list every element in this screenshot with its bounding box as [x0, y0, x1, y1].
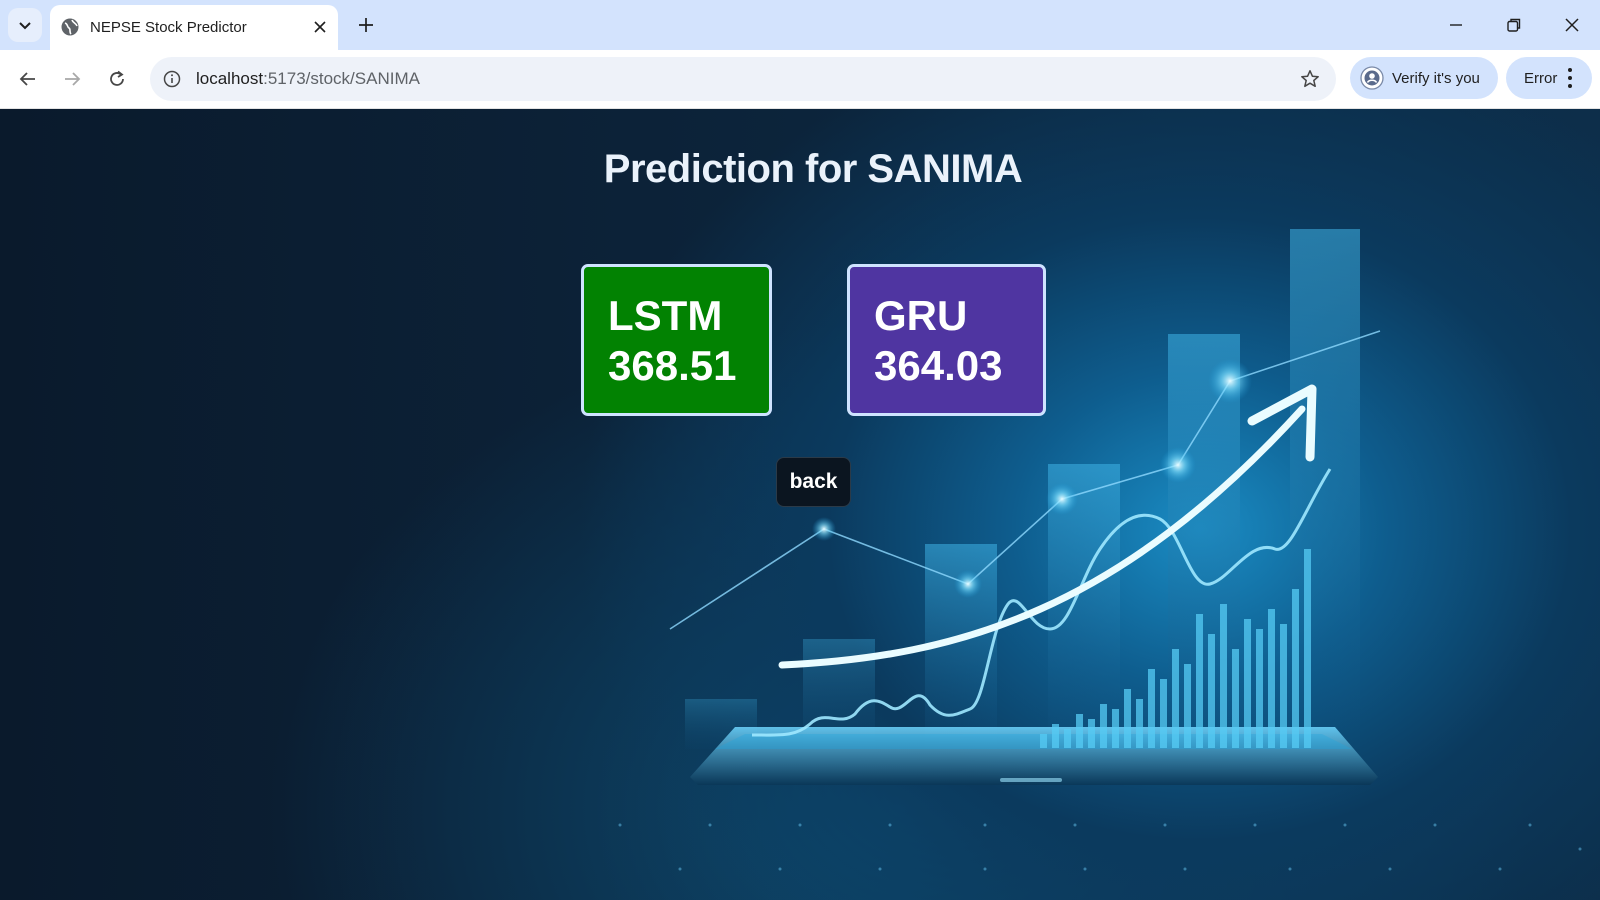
- browser-toolbar: localhost:5173/stock/SANIMA Verify it's …: [0, 50, 1600, 109]
- window-close-icon: [1565, 18, 1579, 32]
- address-bar[interactable]: localhost:5173/stock/SANIMA: [150, 57, 1336, 101]
- stock-chart-background-image: [618, 229, 1582, 871]
- new-tab-button[interactable]: [354, 13, 378, 37]
- star-icon: [1301, 70, 1319, 88]
- close-icon: [314, 21, 326, 33]
- back-nav-button[interactable]: [13, 64, 43, 94]
- globe-favicon-icon: [61, 18, 79, 36]
- verify-identity-button[interactable]: Verify it's you: [1350, 57, 1498, 99]
- forward-nav-button[interactable]: [57, 64, 87, 94]
- card-predicted-value: 368.51: [608, 342, 737, 389]
- restore-icon: [1507, 18, 1521, 32]
- plus-icon: [359, 18, 373, 32]
- url-text[interactable]: localhost:5173/stock/SANIMA: [196, 69, 420, 89]
- lstm-prediction-card: LSTM 368.51: [581, 264, 772, 416]
- back-button[interactable]: back: [776, 457, 851, 507]
- reload-icon: [110, 70, 124, 86]
- site-info-button[interactable]: [160, 67, 184, 91]
- reload-button[interactable]: [102, 64, 132, 94]
- url-host: localhost: [196, 69, 264, 88]
- card-model-label: LSTM: [608, 292, 723, 339]
- tab-search-button[interactable]: [8, 8, 42, 42]
- forward-arrow-icon: [65, 72, 81, 86]
- minimize-icon: [1450, 24, 1462, 26]
- active-tab[interactable]: NEPSE Stock Predictor: [50, 5, 338, 50]
- window-close-button[interactable]: [1554, 10, 1590, 40]
- tab-title: NEPSE Stock Predictor: [90, 19, 247, 36]
- gru-prediction-card: GRU 364.03: [847, 264, 1046, 416]
- verify-label: Verify it's you: [1392, 69, 1480, 87]
- card-predicted-value: 364.03: [874, 342, 1003, 389]
- restore-button[interactable]: [1496, 10, 1532, 40]
- card-model-label: GRU: [874, 292, 968, 339]
- minimize-button[interactable]: [1438, 10, 1474, 40]
- url-path: :5173/stock/SANIMA: [263, 69, 420, 88]
- page-title: Prediction for SANIMA: [603, 147, 1023, 191]
- info-icon: [163, 70, 181, 88]
- back-arrow-icon: [19, 72, 35, 86]
- bookmark-button[interactable]: [1298, 67, 1322, 91]
- account-icon: [1360, 66, 1384, 90]
- profile-error-button[interactable]: Error: [1506, 57, 1592, 99]
- kebab-menu-icon: [1567, 68, 1573, 88]
- tab-search-icon: [19, 22, 31, 30]
- tab-close-button[interactable]: [310, 17, 330, 37]
- tab-strip: NEPSE Stock Predictor: [0, 0, 1600, 50]
- error-label: Error: [1524, 69, 1558, 87]
- page-viewport: Prediction for SANIMA LSTM 368.51 GRU 36…: [0, 109, 1600, 900]
